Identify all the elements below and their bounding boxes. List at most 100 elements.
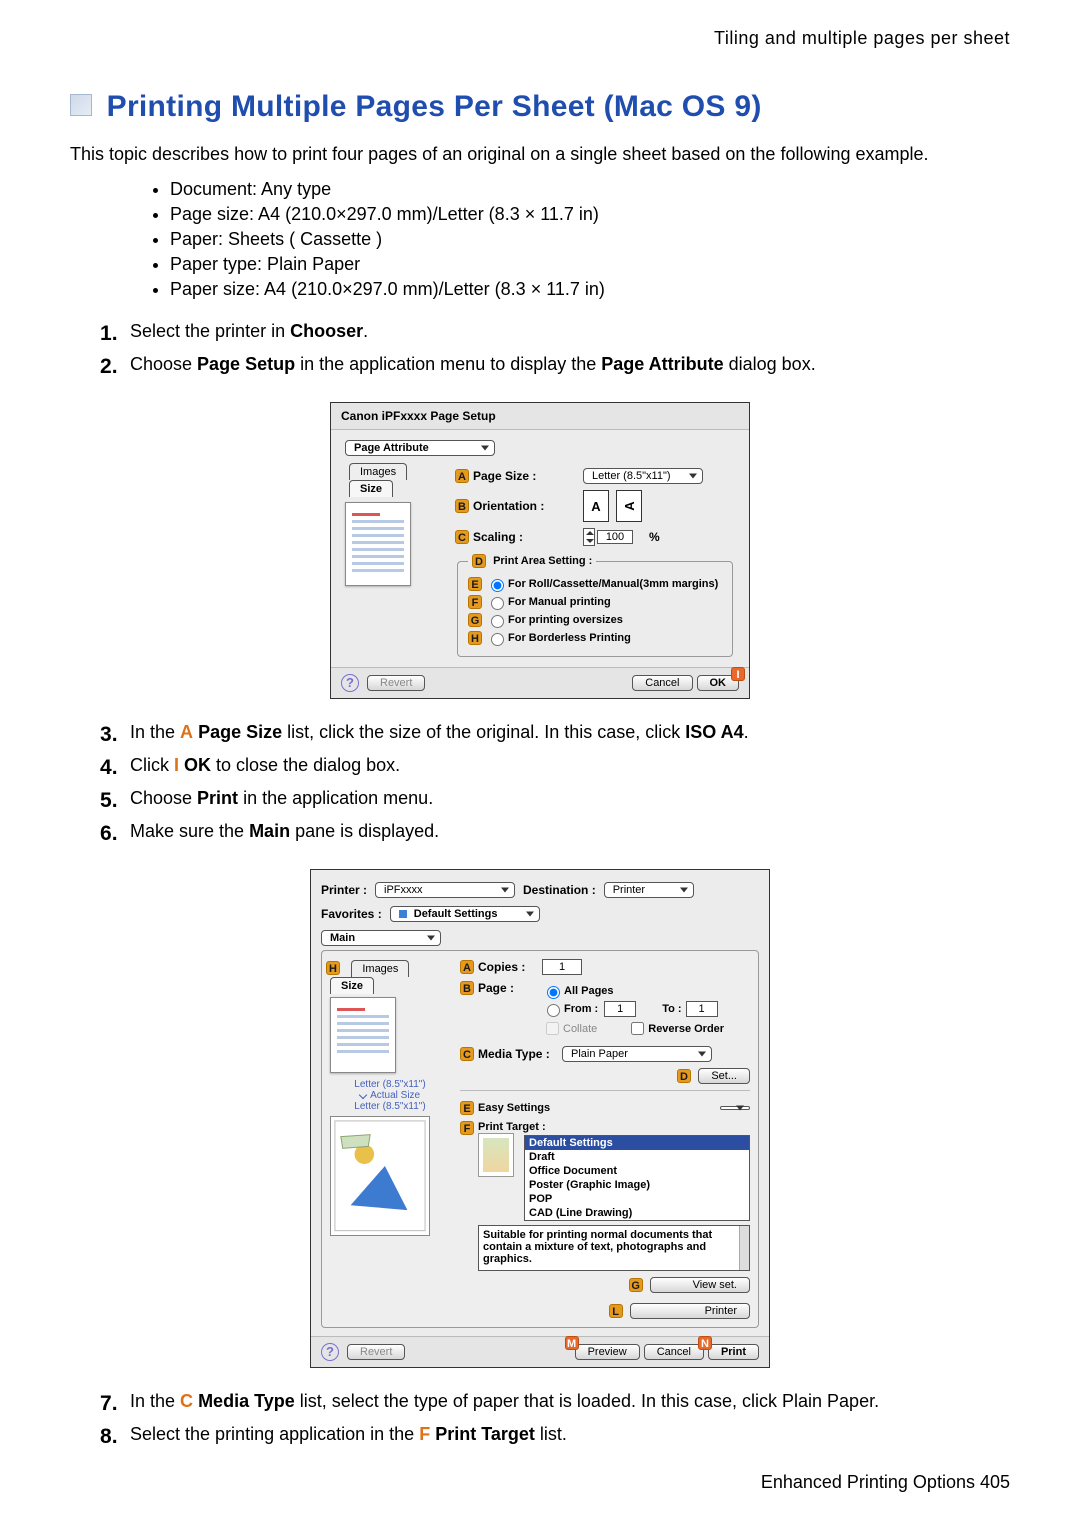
label-favorites: Favorites : [321,907,382,921]
spinner-arrows-icon[interactable] [583,528,595,546]
marker-c2: C [460,1047,474,1061]
radio-from[interactable] [547,1004,560,1017]
radio-all-pages[interactable] [547,986,560,999]
intro-paragraph: This topic describes how to print four p… [70,144,1010,165]
scaling-spinner[interactable] [583,528,633,546]
breadcrumb: Tiling and multiple pages per sheet [714,28,1010,49]
checkbox-reverse[interactable] [631,1022,644,1035]
label-destination: Destination : [523,883,596,897]
copies-input[interactable] [542,959,582,975]
easy-settings-select[interactable] [720,1106,750,1110]
marker-n: N [698,1336,712,1350]
tab-size-2[interactable]: Size [330,977,374,994]
cancel-button[interactable]: Cancel [632,675,692,691]
actual-size-caption: Actual Size [330,1090,450,1101]
page-attribute-select[interactable]: Page Attribute [345,440,495,456]
page-footer: Enhanced Printing Options 405 [761,1472,1010,1493]
print-area-setting: D Print Area Setting : EFor Roll/Cassett… [457,554,733,657]
doc-icon [70,94,92,116]
scaling-input[interactable] [597,530,633,544]
orientation-portrait-button[interactable]: A [583,490,609,522]
destination-select[interactable]: Printer [604,882,694,898]
checkbox-collate[interactable] [546,1022,559,1035]
target-poster[interactable]: Poster (Graphic Image) [525,1178,749,1192]
page-setup-dialog: Canon iPFxxxx Page Setup Page Attribute … [330,402,750,699]
favorites-select[interactable]: Default Settings [390,906,540,922]
to-input[interactable] [686,1001,718,1017]
label-printer: Printer : [321,883,367,897]
step-4: Click I OK to close the dialog box. [100,752,1010,779]
revert-button[interactable]: Revert [367,675,425,691]
from-label: From : [564,1003,598,1015]
media-type-select[interactable]: Plain Paper [562,1046,712,1062]
print-target-label: Print Target : [478,1121,750,1133]
radio-manual[interactable] [491,597,504,610]
main-pane-select[interactable]: Main [321,930,441,946]
page-thumb [345,502,411,586]
marker-h: H [468,631,482,645]
to-label: To : [662,1003,681,1015]
marker-d2: D [677,1069,691,1083]
tab-images-2[interactable]: Images [351,960,409,977]
marker-e: E [468,577,482,591]
marker-b: B [455,499,469,513]
target-pop[interactable]: POP [525,1192,749,1206]
help-icon[interactable]: ? [341,674,359,692]
radio-borderless[interactable] [491,633,504,646]
marker-g: G [468,613,482,627]
easy-settings-label: Easy Settings [478,1102,550,1114]
favorites-icon [399,910,407,918]
marker-l: L [609,1304,623,1318]
printer-select[interactable]: iPFxxxx [375,882,515,898]
marker-d: D [472,554,486,568]
target-thumb-icon [478,1133,514,1177]
revert-button-2[interactable]: Revert [347,1344,405,1360]
collate-label: Collate [563,1023,597,1035]
step-8: Select the printing application in the F… [100,1421,1010,1448]
set-button[interactable]: Set... [698,1068,750,1084]
target-cad[interactable]: CAD (Line Drawing) [525,1206,749,1220]
size-caption-2: Letter (8.5"x11") [330,1101,450,1112]
print-target-list[interactable]: Default Settings Draft Office Document P… [524,1135,750,1221]
marker-m: M [565,1336,579,1350]
title-text: Printing Multiple Pages Per Sheet (Mac O… [107,90,762,123]
page-thumb-2 [330,997,396,1073]
step-3: In the A Page Size list, click the size … [100,719,1010,746]
scaling-unit: % [649,530,660,544]
help-icon-2[interactable]: ? [321,1343,339,1361]
down-arrow-icon [359,1091,367,1099]
radio-roll[interactable] [491,579,504,592]
orientation-landscape-button[interactable]: A [616,490,642,522]
preview-thumb [330,1116,430,1236]
prop-papertype: Paper type: Plain Paper [170,254,1010,275]
page-size-select[interactable]: Letter (8.5"x11") [583,468,703,484]
print-dialog: Printer : iPFxxxx Destination : Printer … [310,869,770,1368]
target-draft[interactable]: Draft [525,1150,749,1164]
preview-button[interactable]: Preview [575,1344,640,1360]
tab-images[interactable]: Images [349,463,407,480]
prop-pagesize: Page size: A4 (210.0×297.0 mm)/Letter (8… [170,204,1010,225]
radio-manual-label: For Manual printing [508,596,611,608]
prop-papersize: Paper size: A4 (210.0×297.0 mm)/Letter (… [170,279,1010,300]
view-set-button[interactable]: View set. [650,1277,750,1293]
tab-size[interactable]: Size [349,480,393,497]
marker-g2: G [629,1278,643,1292]
marker-e2: E [460,1101,474,1115]
page-title: Printing Multiple Pages Per Sheet (Mac O… [70,90,1010,124]
radio-borderless-label: For Borderless Printing [508,632,631,644]
step-6: Make sure the Main pane is displayed. [100,818,1010,845]
label-page: Page : [478,981,542,995]
label-copies: Copies : [478,960,542,974]
marker-i: I [731,667,745,681]
marker-b2: B [460,981,474,995]
from-input[interactable] [604,1001,636,1017]
cancel-button-2[interactable]: Cancel [644,1344,704,1360]
printer-button[interactable]: Printer [630,1303,750,1319]
target-office[interactable]: Office Document [525,1164,749,1178]
print-button[interactable]: Print [708,1344,759,1360]
radio-oversize[interactable] [491,615,504,628]
radio-all-pages-label: All Pages [564,985,614,997]
target-default[interactable]: Default Settings [525,1136,749,1150]
size-caption-1: Letter (8.5"x11") [330,1079,450,1090]
scrollbar[interactable] [739,1226,749,1270]
